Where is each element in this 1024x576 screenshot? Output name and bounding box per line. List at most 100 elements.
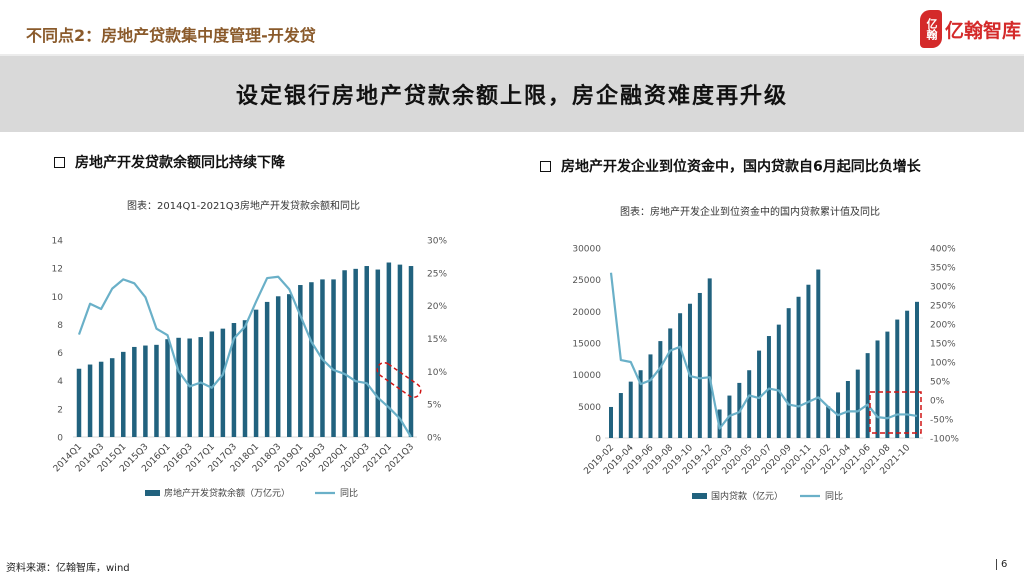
bar (628, 381, 633, 438)
bar (885, 331, 890, 438)
bar (375, 269, 381, 437)
y-left-tick-label: 30000 (572, 245, 601, 255)
logo-text: 亿翰智库 (945, 19, 1022, 42)
bar (658, 341, 663, 438)
right-heading-text: 房地产开发企业到位资金中，国内贷款自6月起同比负增长 (561, 159, 921, 175)
y-right-tick-label: 0% (427, 434, 442, 444)
bar (668, 328, 673, 438)
bar (697, 292, 702, 438)
bar (776, 324, 781, 438)
bullet-box-icon (540, 160, 551, 172)
headline: 设定银行房地产贷款余额上限，房企融资难度再升级 (235, 83, 788, 109)
bar (154, 344, 159, 437)
bar (386, 262, 392, 437)
bar (364, 266, 369, 437)
bar (353, 268, 358, 437)
y-left-tick-label: 5000 (578, 403, 601, 413)
source-note: 资料来源：亿翰智库，wind (6, 563, 130, 574)
bar (109, 358, 115, 437)
bar (915, 301, 919, 438)
y-left-tick-label: 6 (57, 349, 63, 359)
left-section-heading: 房地产开发贷款余额同比持续下降 (54, 152, 285, 172)
bar (132, 346, 137, 437)
bar (796, 296, 801, 438)
bar (287, 294, 292, 437)
y-left-tick-label: 8 (57, 321, 63, 331)
bar (826, 406, 831, 438)
bar (766, 336, 771, 438)
left-heading-text: 房地产开发贷款余额同比持续下降 (75, 155, 285, 171)
y-right-tick-label: 200% (930, 321, 956, 331)
y-right-tick-label: 10% (427, 368, 447, 378)
y-right-tick-label: 20% (427, 302, 447, 312)
logo: 亿翰 亿翰智库 (920, 10, 1021, 48)
bar (143, 345, 148, 437)
bar (678, 313, 683, 438)
bar (397, 264, 403, 437)
bar (165, 339, 170, 437)
y-right-tick-label: 400% (930, 245, 956, 255)
bar (687, 303, 692, 438)
y-right-tick-label: 250% (930, 302, 956, 312)
y-right-tick-label: 100% (930, 359, 956, 369)
bar (264, 301, 270, 437)
bar (875, 340, 880, 438)
bar (121, 351, 126, 437)
bar (275, 296, 281, 437)
highlight-box (869, 391, 922, 434)
y-right-tick-label: 30% (427, 237, 447, 247)
y-left-tick-label: 2 (57, 405, 63, 415)
bar (220, 328, 226, 437)
right-section-heading: 房地产开发企业到位资金中，国内贷款自6月起同比负增长 (540, 156, 921, 176)
headline-banner: 设定银行房地产贷款余额上限，房企融资难度再升级 (0, 54, 1024, 132)
highlight-box (376, 361, 422, 399)
bar (638, 370, 643, 438)
y-right-tick-label: 0% (930, 397, 945, 407)
y-right-tick-label: 5% (427, 401, 442, 411)
bar (198, 337, 203, 437)
legend-line-label: 同比 (340, 487, 358, 499)
bar (187, 338, 192, 437)
y-right-tick-label: -50% (930, 416, 954, 426)
bar (786, 308, 791, 438)
bar (845, 381, 850, 438)
legend-bar-swatch (692, 493, 707, 499)
page-number: 6 (996, 559, 1007, 570)
y-left-tick-label: 12 (52, 265, 63, 275)
bar (209, 331, 215, 437)
bar (747, 370, 752, 438)
bar (707, 278, 712, 438)
logo-mark: 亿翰 (920, 10, 942, 48)
bullet-box-icon (54, 156, 65, 168)
bar (253, 309, 259, 437)
y-right-tick-label: 350% (930, 264, 956, 274)
legend-bar-label: 国内贷款（亿元） (711, 490, 783, 502)
y-left-tick-label: 0 (595, 435, 601, 445)
bar (298, 285, 303, 437)
bar (309, 282, 314, 437)
bar (609, 406, 613, 438)
y-left-tick-label: 10000 (572, 371, 601, 381)
yoy-line (609, 272, 918, 430)
bar (865, 353, 870, 438)
bar (905, 310, 910, 438)
bar (816, 269, 821, 438)
bar (98, 361, 104, 437)
right-chart-caption: 图表：房地产开发企业到位资金中的国内贷款累计值及同比 (620, 207, 880, 218)
bar (757, 350, 762, 438)
y-right-tick-label: 150% (930, 340, 956, 350)
y-left-tick-label: 20000 (572, 308, 601, 318)
y-right-tick-label: 50% (930, 378, 950, 388)
y-right-tick-label: -100% (930, 435, 959, 445)
legend-bar-swatch (145, 490, 160, 496)
bar (342, 270, 347, 437)
bar (648, 354, 653, 438)
bar (855, 369, 860, 438)
bar (231, 323, 237, 437)
legend-bar-label: 房地产开发贷款余额（万亿元） (164, 487, 290, 499)
y-right-tick-label: 15% (427, 335, 447, 345)
y-left-tick-label: 14 (52, 237, 64, 247)
bar (618, 393, 623, 438)
bar (76, 368, 82, 437)
